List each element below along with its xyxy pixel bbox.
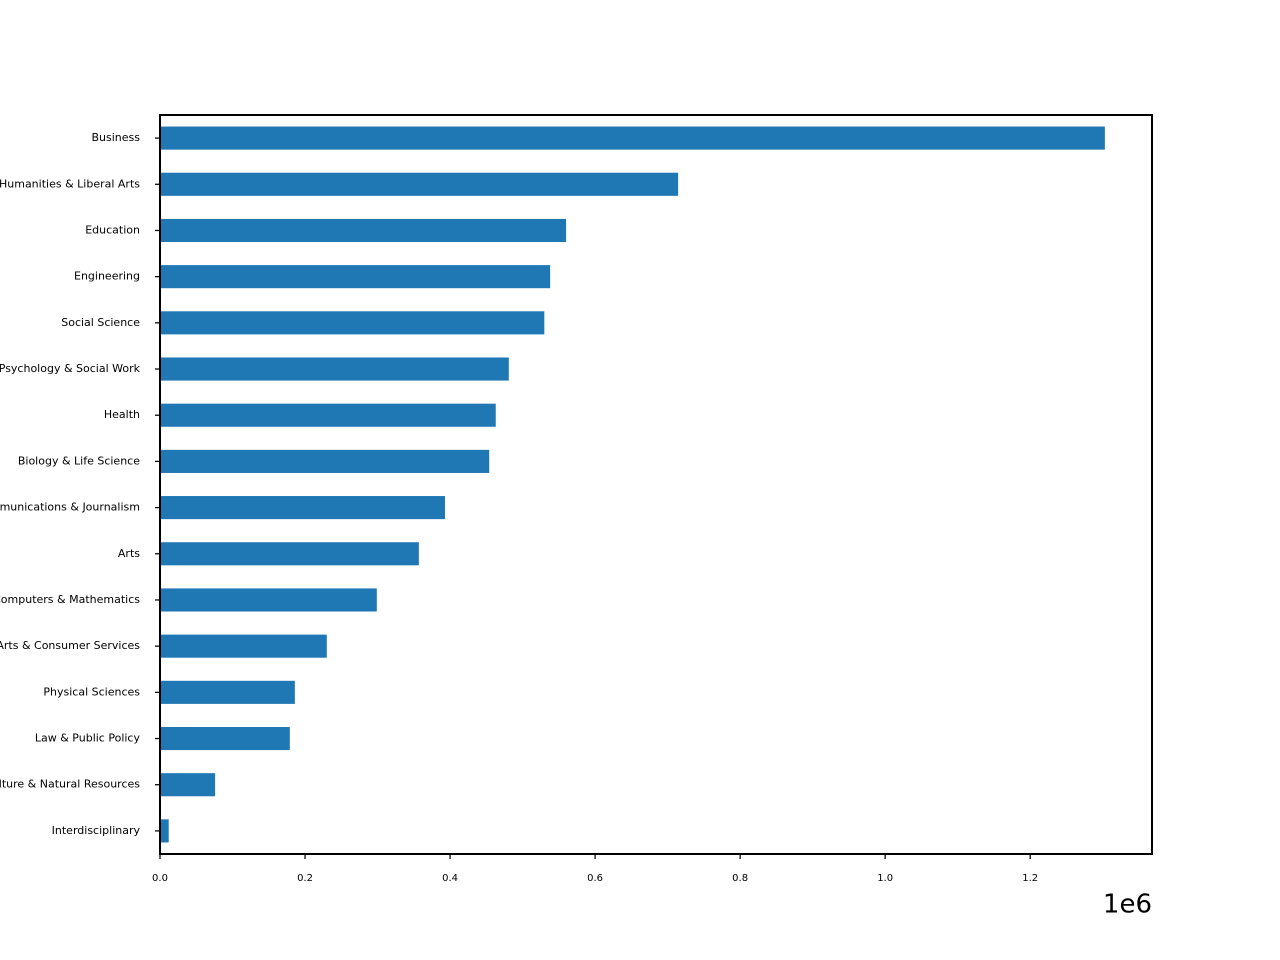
y-tick-label: Biology & Life Science [18, 454, 140, 467]
x-tick-label: 1.0 [877, 873, 893, 884]
bar [160, 311, 545, 335]
y-tick-label: Agriculture & Natural Resources [0, 778, 140, 791]
bar [160, 588, 377, 612]
x-tick-label: 1.2 [1022, 873, 1038, 884]
y-tick-label: Industrial Arts & Consumer Services [0, 639, 140, 652]
bar [160, 172, 679, 196]
y-tick-label: Law & Public Policy [35, 732, 141, 745]
x-tick-label: 0.6 [587, 873, 603, 884]
bar [160, 680, 295, 704]
bar [160, 449, 490, 473]
bar [160, 634, 327, 658]
y-tick-label: Health [104, 408, 140, 421]
y-tick-label: Social Science [61, 316, 140, 329]
bar [160, 773, 216, 797]
bar [160, 126, 1105, 150]
y-tick-label: Physical Sciences [43, 685, 140, 698]
y-tick-label: Education [85, 223, 140, 236]
y-tick-label: Communications & Journalism [0, 501, 140, 514]
bar [160, 542, 419, 566]
bar [160, 496, 445, 520]
y-tick-label: Engineering [74, 270, 140, 283]
x-tick-label: 0.2 [297, 873, 313, 884]
y-tick-label: Humanities & Liberal Arts [0, 177, 140, 190]
y-tick-label: Business [91, 131, 140, 144]
bar [160, 726, 290, 751]
bar [160, 403, 496, 427]
x-tick-label: 0.8 [732, 873, 748, 884]
y-tick-label: Psychology & Social Work [0, 362, 141, 375]
y-tick-label: Computers & Mathematics [0, 593, 140, 606]
y-tick-label: Arts [118, 547, 140, 560]
bar [160, 357, 509, 381]
plot-frame [159, 114, 1153, 855]
x-tick-label: 0.0 [152, 873, 168, 884]
y-tick-label: Interdisciplinary [52, 824, 141, 837]
bar [160, 819, 169, 843]
x-offset-label: 1e6 [1103, 890, 1152, 920]
x-tick-label: 0.4 [442, 873, 458, 884]
bar [160, 265, 551, 289]
bar [160, 218, 567, 243]
